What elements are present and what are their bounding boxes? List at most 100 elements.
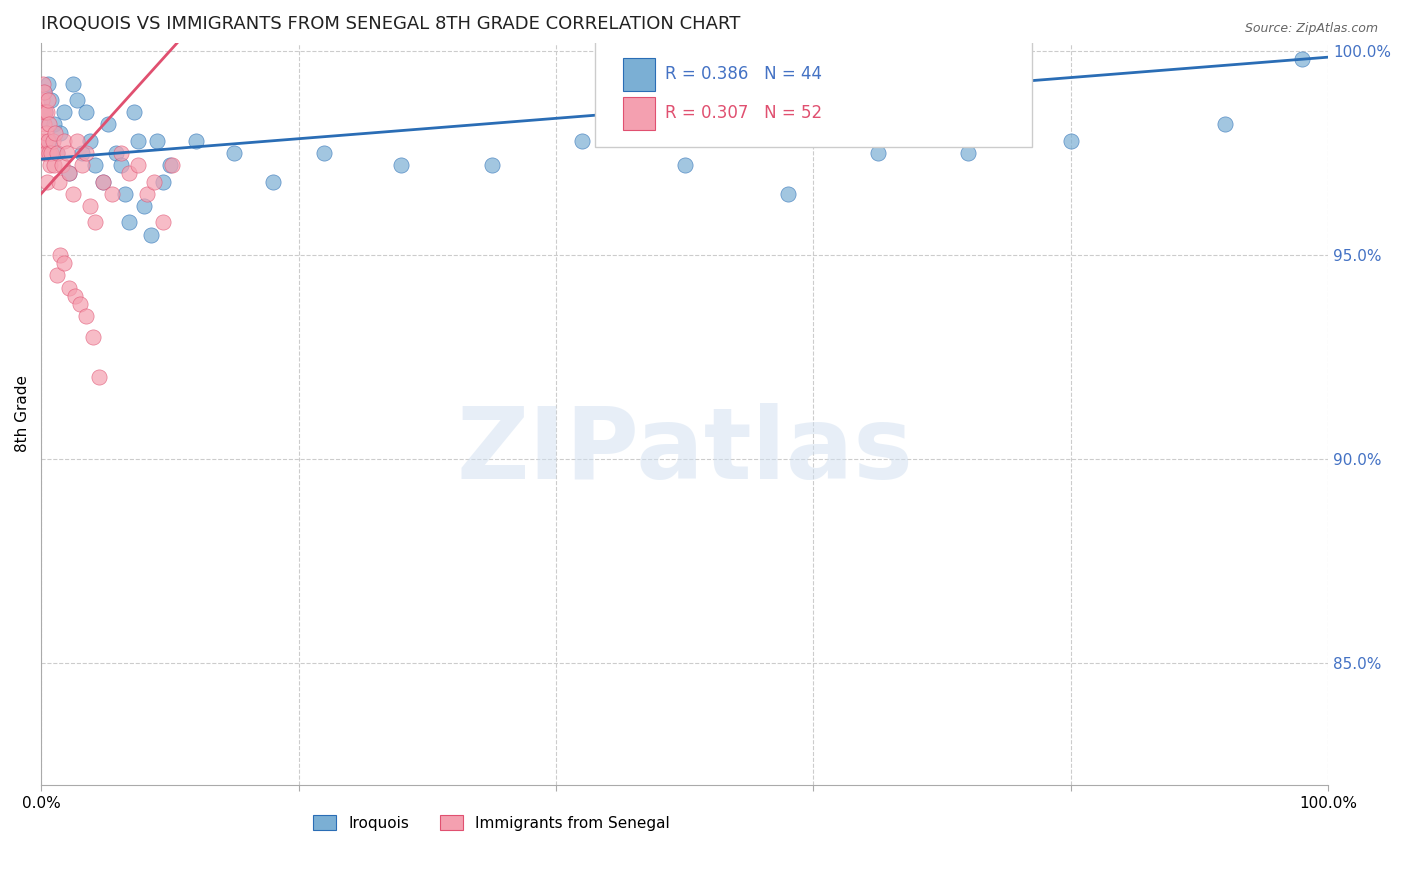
Point	[72, 158, 94, 172]
Point	[314, 146, 336, 161]
Point	[75, 309, 97, 323]
Point	[35, 126, 58, 140]
Text: Source: ZipAtlas.com: Source: ZipAtlas.com	[1244, 22, 1378, 36]
Point	[110, 146, 132, 161]
Point	[1291, 52, 1313, 66]
Point	[162, 158, 184, 172]
Text: R = 0.307   N = 52: R = 0.307 N = 52	[665, 104, 823, 122]
Point	[32, 85, 55, 99]
Point	[39, 158, 62, 172]
Point	[44, 126, 66, 140]
Bar	[623, 58, 655, 91]
Point	[56, 146, 79, 161]
Point	[34, 85, 56, 99]
Point	[673, 158, 696, 172]
Point	[122, 105, 145, 120]
Point	[262, 175, 284, 189]
Bar	[623, 97, 655, 130]
Point	[31, 105, 53, 120]
Point	[51, 158, 73, 172]
Point	[58, 166, 80, 180]
Point	[31, 134, 53, 148]
Point	[38, 146, 60, 161]
Point	[87, 370, 110, 384]
Point	[63, 289, 86, 303]
Point	[32, 118, 55, 132]
Point	[481, 158, 503, 172]
Text: IROQUOIS VS IMMIGRANTS FROM SENEGAL 8TH GRADE CORRELATION CHART: IROQUOIS VS IMMIGRANTS FROM SENEGAL 8TH …	[41, 15, 741, 33]
Point	[127, 134, 149, 148]
Point	[127, 158, 149, 172]
Point	[34, 105, 56, 120]
Point	[49, 248, 72, 262]
Point	[53, 105, 76, 120]
Point	[41, 134, 63, 148]
Point	[79, 134, 101, 148]
Legend: Iroquois, Immigrants from Senegal: Iroquois, Immigrants from Senegal	[308, 809, 676, 837]
Point	[34, 134, 56, 148]
Point	[34, 105, 56, 120]
Point	[79, 199, 101, 213]
Point	[391, 158, 413, 172]
Point	[152, 215, 174, 229]
Point	[45, 146, 67, 161]
Point	[571, 134, 593, 148]
Point	[66, 134, 89, 148]
Point	[66, 93, 89, 107]
Point	[184, 134, 207, 148]
Point	[152, 175, 174, 189]
Point	[132, 199, 155, 213]
Point	[72, 146, 94, 161]
Point	[58, 166, 80, 180]
Point	[37, 93, 59, 107]
Point	[53, 134, 76, 148]
Point	[75, 105, 97, 120]
Point	[91, 175, 114, 189]
Point	[224, 146, 246, 161]
Point	[58, 280, 80, 294]
Point	[35, 175, 58, 189]
Point	[84, 158, 107, 172]
Point	[146, 134, 169, 148]
Text: ZIPatlas: ZIPatlas	[456, 402, 912, 500]
Point	[143, 175, 166, 189]
Point	[114, 186, 136, 201]
Point	[41, 146, 63, 161]
Point	[101, 186, 124, 201]
Point	[84, 215, 107, 229]
Point	[776, 186, 799, 201]
Point	[866, 146, 889, 161]
Point	[110, 158, 132, 172]
Point	[37, 77, 59, 91]
Point	[31, 93, 53, 107]
Point	[32, 77, 55, 91]
Point	[135, 186, 157, 201]
Point	[34, 146, 56, 161]
Point	[35, 105, 58, 120]
Point	[117, 215, 139, 229]
Point	[91, 175, 114, 189]
Point	[41, 93, 63, 107]
Point	[49, 126, 72, 140]
Text: R = 0.386   N = 44: R = 0.386 N = 44	[665, 65, 823, 83]
Point	[45, 146, 67, 161]
Point	[159, 158, 181, 172]
Point	[69, 297, 91, 311]
Point	[42, 118, 65, 132]
Point	[62, 186, 84, 201]
Point	[45, 268, 67, 283]
Point	[37, 134, 59, 148]
Point	[1213, 118, 1236, 132]
Y-axis label: 8th Grade: 8th Grade	[15, 376, 30, 452]
Point	[97, 118, 120, 132]
Point	[38, 118, 60, 132]
Point	[48, 175, 70, 189]
Point	[75, 146, 97, 161]
Point	[32, 146, 55, 161]
Point	[62, 77, 84, 91]
Point	[956, 146, 979, 161]
Point	[42, 158, 65, 172]
Point	[38, 134, 60, 148]
Point	[104, 146, 127, 161]
Point	[53, 256, 76, 270]
